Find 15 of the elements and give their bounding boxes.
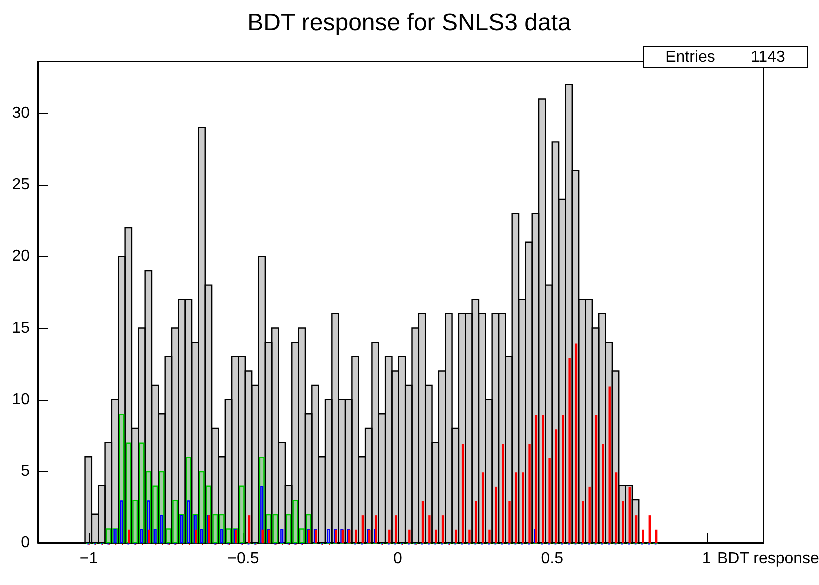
x-tick-label: −1 xyxy=(80,550,98,568)
x-tick-label: 0 xyxy=(393,550,402,568)
y-tick-label: 10 xyxy=(12,391,30,408)
x-tick-label: −0.5 xyxy=(228,550,260,568)
chart-title: BDT response for SNLS3 data xyxy=(248,10,572,36)
y-tick-label: 0 xyxy=(21,534,30,552)
annotation: Entries 1143 xyxy=(643,46,808,68)
y-tick-label: 15 xyxy=(12,320,30,337)
x-axis-title: BDT response xyxy=(717,550,819,568)
y-tick-label: 30 xyxy=(12,105,30,122)
y-tick-label: 25 xyxy=(12,176,30,194)
y-tick-label: 5 xyxy=(21,462,30,480)
x-tick-label: 1 xyxy=(702,550,712,568)
y-tick-label: 20 xyxy=(12,248,30,266)
x-tick-label: 0.5 xyxy=(541,550,564,568)
